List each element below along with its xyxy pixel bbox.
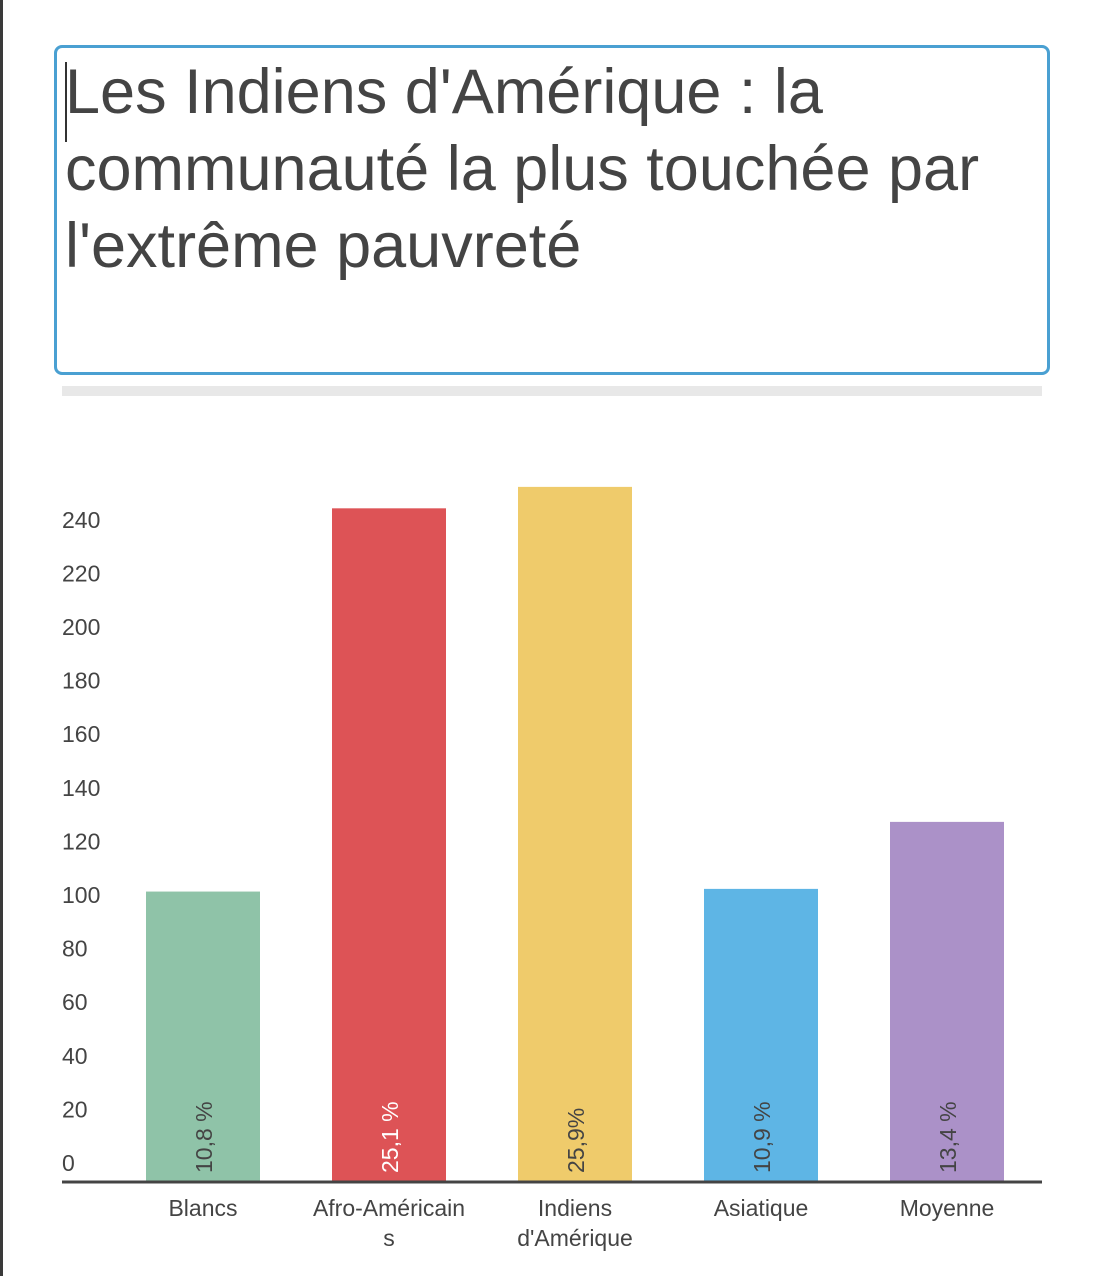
bar bbox=[704, 888, 818, 1181]
y-tick-label: 220 bbox=[62, 560, 100, 586]
bar bbox=[332, 508, 446, 1181]
text-caret bbox=[65, 62, 67, 142]
data-label: 10,8 % bbox=[191, 1101, 217, 1173]
window-edge bbox=[0, 0, 3, 1276]
y-tick-label: 160 bbox=[62, 721, 100, 747]
data-label: 13,4 % bbox=[935, 1101, 961, 1173]
y-tick-label: 140 bbox=[62, 775, 100, 801]
x-tick-label: Asiatique bbox=[714, 1195, 809, 1221]
data-label: 10,9 % bbox=[749, 1101, 775, 1173]
data-label: 25,1 % bbox=[377, 1101, 403, 1173]
bar bbox=[890, 821, 1004, 1181]
x-tick-label: Indiens bbox=[538, 1195, 612, 1221]
y-tick-label: 240 bbox=[62, 507, 100, 533]
divider bbox=[62, 386, 1042, 396]
x-tick-label: Afro-Américain bbox=[313, 1195, 465, 1221]
title-editor[interactable]: Les Indiens d'Amérique : la communauté l… bbox=[54, 45, 1050, 375]
chart-title: Les Indiens d'Amérique : la communauté l… bbox=[65, 57, 980, 281]
y-tick-label: 80 bbox=[62, 936, 88, 962]
y-tick-label: 200 bbox=[62, 614, 100, 640]
bar bbox=[146, 891, 260, 1181]
bar bbox=[518, 486, 632, 1181]
data-label: 25,9% bbox=[563, 1108, 589, 1173]
y-tick-label: 120 bbox=[62, 828, 100, 854]
x-tick-label: s bbox=[383, 1225, 395, 1251]
x-tick-label: d'Amérique bbox=[517, 1225, 633, 1251]
y-tick-label: 100 bbox=[62, 882, 100, 908]
x-tick-label: Blancs bbox=[168, 1195, 237, 1221]
x-tick-label: Moyenne bbox=[900, 1195, 995, 1221]
y-tick-label: 0 bbox=[62, 1150, 75, 1176]
y-tick-label: 60 bbox=[62, 989, 88, 1015]
y-tick-label: 40 bbox=[62, 1043, 88, 1069]
y-tick-label: 20 bbox=[62, 1096, 88, 1122]
y-tick-label: 180 bbox=[62, 668, 100, 694]
